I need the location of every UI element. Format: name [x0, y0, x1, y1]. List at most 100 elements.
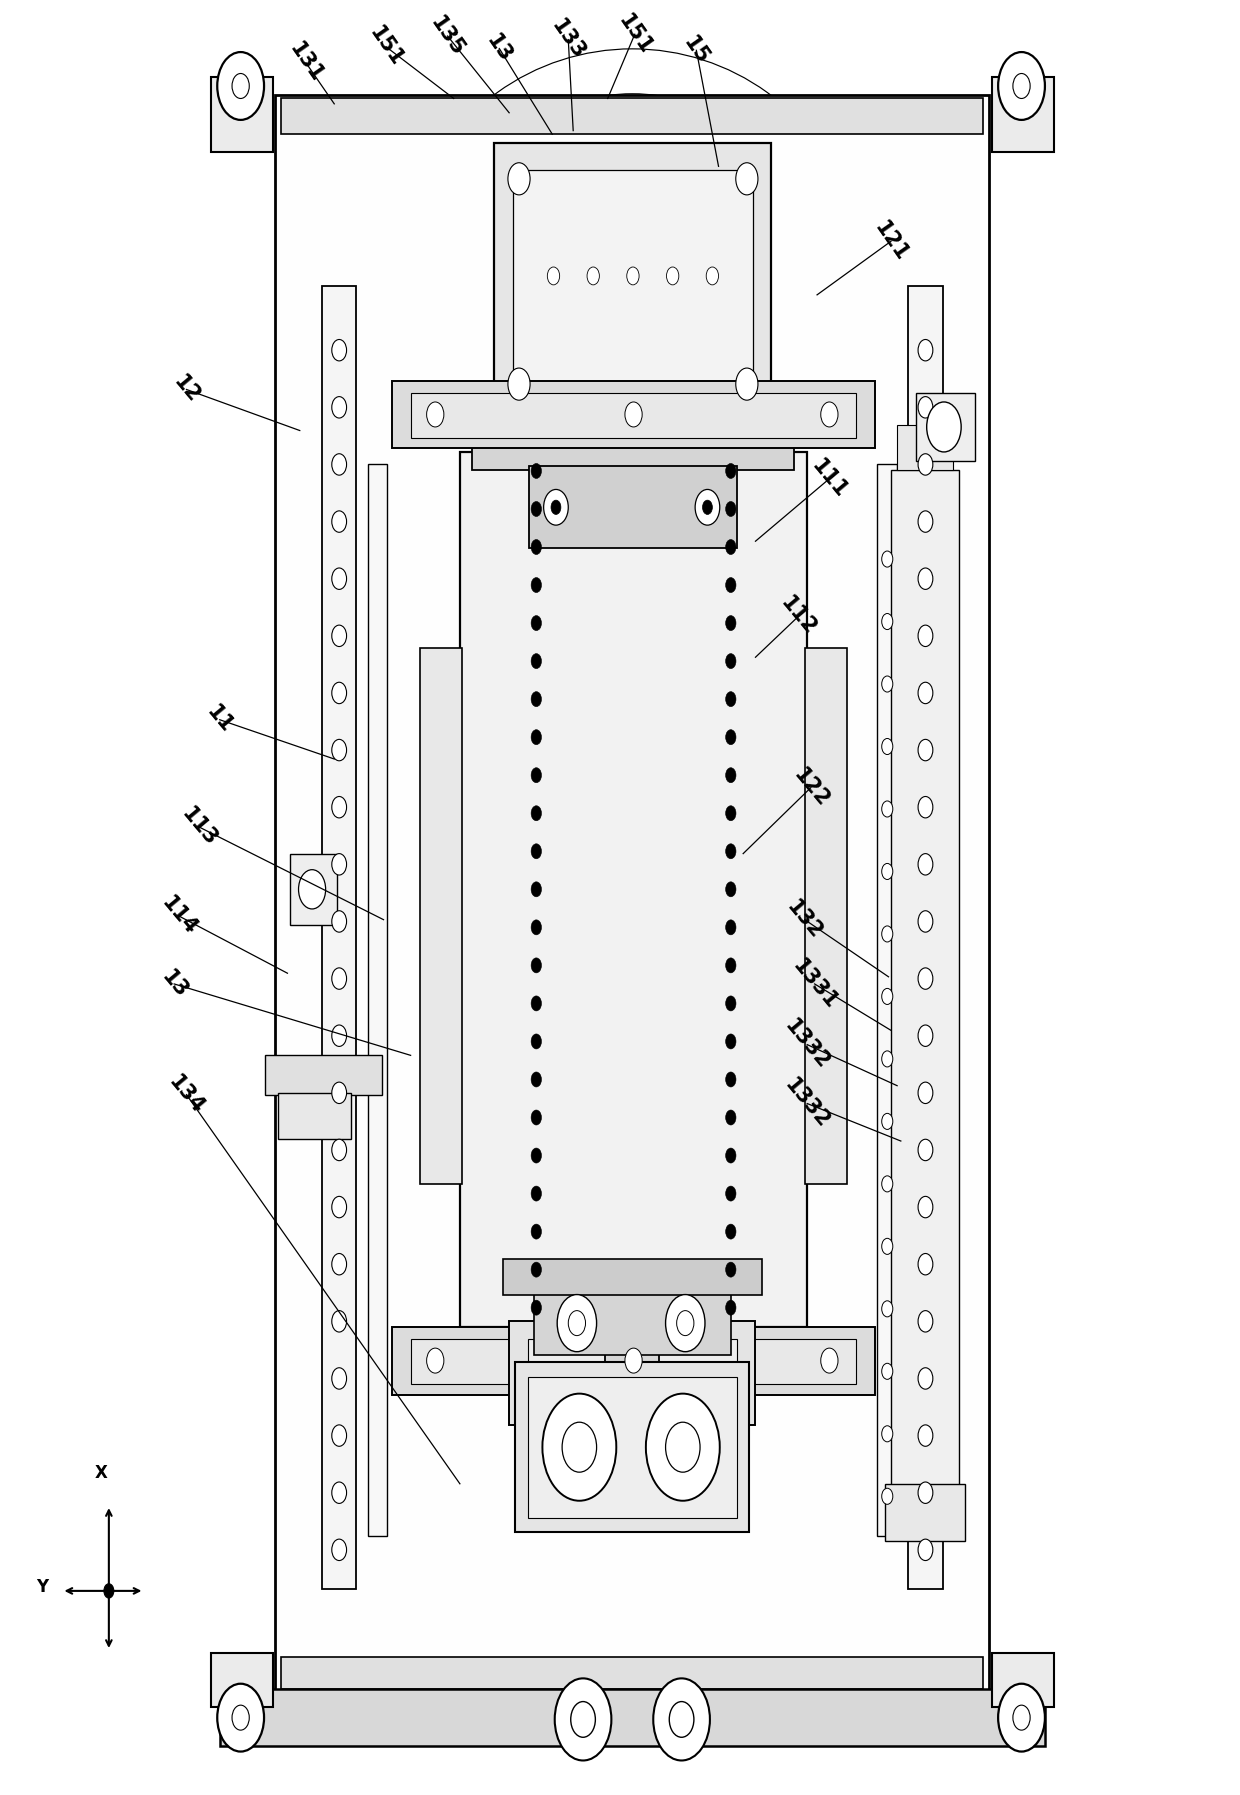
Circle shape: [531, 731, 542, 745]
Bar: [322, 285, 356, 1589]
Circle shape: [542, 1393, 616, 1501]
Circle shape: [998, 52, 1045, 120]
Circle shape: [725, 501, 737, 517]
Circle shape: [531, 844, 542, 858]
Circle shape: [725, 996, 737, 1011]
Bar: [281, 1657, 983, 1689]
Bar: [460, 452, 807, 1327]
Circle shape: [725, 463, 737, 479]
Circle shape: [918, 1538, 932, 1560]
Bar: [392, 1327, 875, 1395]
Text: 1331: 1331: [789, 955, 841, 1012]
Circle shape: [332, 740, 346, 761]
Circle shape: [918, 454, 932, 476]
Text: 12: 12: [170, 372, 203, 407]
Circle shape: [882, 1050, 893, 1066]
Bar: [275, 95, 990, 1693]
Circle shape: [232, 74, 249, 99]
Circle shape: [232, 1705, 249, 1730]
Text: 15: 15: [680, 32, 713, 68]
Circle shape: [332, 1197, 346, 1217]
Circle shape: [918, 512, 932, 533]
Circle shape: [707, 267, 718, 285]
Circle shape: [557, 1294, 596, 1352]
Circle shape: [531, 540, 542, 555]
Circle shape: [531, 1300, 542, 1316]
Circle shape: [882, 551, 893, 567]
Bar: [410, 393, 857, 438]
Circle shape: [725, 731, 737, 745]
Circle shape: [725, 959, 737, 973]
Circle shape: [531, 1149, 542, 1163]
Circle shape: [882, 926, 893, 942]
Text: 1332: 1332: [781, 1075, 833, 1133]
Circle shape: [646, 1393, 719, 1501]
Circle shape: [653, 1678, 711, 1761]
Circle shape: [725, 1300, 737, 1316]
Circle shape: [332, 1025, 346, 1046]
Circle shape: [427, 402, 444, 427]
Circle shape: [725, 653, 737, 668]
Circle shape: [1013, 1705, 1030, 1730]
Circle shape: [299, 871, 326, 908]
Bar: [290, 854, 337, 924]
Circle shape: [670, 1702, 694, 1738]
Text: 122: 122: [790, 765, 832, 811]
Circle shape: [1013, 74, 1030, 99]
Circle shape: [531, 463, 542, 479]
Text: 1332: 1332: [781, 1016, 833, 1073]
Circle shape: [918, 910, 932, 932]
Bar: [410, 1339, 857, 1384]
Circle shape: [735, 163, 758, 196]
Text: Y: Y: [36, 1578, 48, 1596]
Circle shape: [508, 368, 529, 400]
Circle shape: [677, 1310, 694, 1335]
Bar: [278, 1093, 351, 1140]
Circle shape: [725, 540, 737, 555]
Circle shape: [531, 1224, 542, 1239]
Circle shape: [217, 52, 264, 120]
Circle shape: [918, 682, 932, 704]
Circle shape: [332, 797, 346, 819]
Circle shape: [332, 512, 346, 533]
Text: 13: 13: [157, 966, 191, 1002]
Bar: [992, 1653, 1054, 1707]
Bar: [528, 467, 737, 547]
Circle shape: [882, 801, 893, 817]
Circle shape: [882, 1488, 893, 1504]
Circle shape: [547, 267, 559, 285]
Bar: [605, 1321, 660, 1483]
Circle shape: [882, 614, 893, 630]
Bar: [281, 99, 983, 135]
Circle shape: [725, 1149, 737, 1163]
Circle shape: [918, 797, 932, 819]
Circle shape: [918, 1082, 932, 1104]
Circle shape: [531, 578, 542, 592]
Circle shape: [332, 1538, 346, 1560]
Bar: [908, 285, 942, 1589]
Circle shape: [531, 653, 542, 668]
Circle shape: [332, 854, 346, 874]
Bar: [885, 1484, 965, 1540]
Circle shape: [725, 1224, 737, 1239]
Text: 131: 131: [285, 39, 326, 86]
Circle shape: [531, 616, 542, 630]
Circle shape: [882, 1113, 893, 1129]
Text: 114: 114: [157, 892, 201, 939]
Circle shape: [531, 1109, 542, 1125]
Circle shape: [918, 625, 932, 646]
Circle shape: [882, 989, 893, 1005]
Circle shape: [531, 881, 542, 898]
Bar: [533, 1292, 730, 1355]
Circle shape: [531, 919, 542, 935]
Circle shape: [531, 996, 542, 1011]
Circle shape: [725, 691, 737, 707]
Circle shape: [725, 1262, 737, 1276]
Circle shape: [508, 163, 529, 196]
Circle shape: [626, 267, 639, 285]
Circle shape: [725, 1034, 737, 1048]
Circle shape: [531, 959, 542, 973]
Bar: [897, 425, 952, 470]
Circle shape: [882, 1301, 893, 1318]
Circle shape: [427, 1348, 444, 1373]
